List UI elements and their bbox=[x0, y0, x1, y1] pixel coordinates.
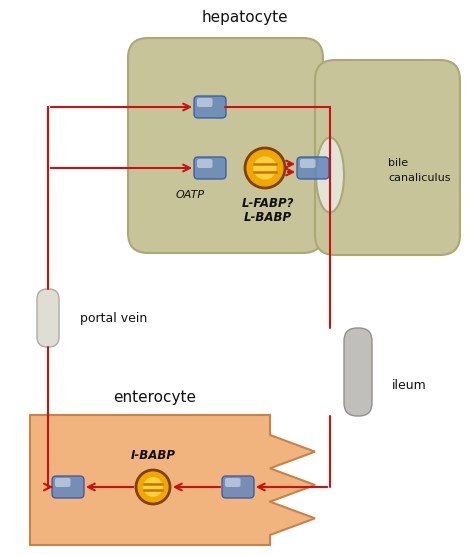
FancyBboxPatch shape bbox=[52, 476, 84, 498]
Text: L-FABP?: L-FABP? bbox=[242, 197, 294, 210]
Text: OATP: OATP bbox=[175, 190, 205, 200]
Text: canaliculus: canaliculus bbox=[388, 173, 450, 183]
Text: hepatocyte: hepatocyte bbox=[202, 10, 288, 25]
FancyBboxPatch shape bbox=[225, 478, 240, 487]
Ellipse shape bbox=[316, 137, 344, 212]
FancyBboxPatch shape bbox=[194, 96, 226, 118]
Circle shape bbox=[254, 156, 277, 180]
FancyBboxPatch shape bbox=[194, 157, 226, 179]
Text: I-BABP: I-BABP bbox=[130, 449, 175, 462]
Text: bile: bile bbox=[388, 158, 408, 168]
Circle shape bbox=[136, 470, 170, 504]
FancyBboxPatch shape bbox=[37, 289, 59, 347]
Text: enterocyte: enterocyte bbox=[113, 390, 197, 405]
Text: ileum: ileum bbox=[392, 379, 427, 391]
FancyBboxPatch shape bbox=[197, 98, 212, 107]
Polygon shape bbox=[30, 415, 315, 545]
FancyBboxPatch shape bbox=[344, 328, 372, 416]
FancyBboxPatch shape bbox=[197, 159, 212, 168]
Text: portal vein: portal vein bbox=[80, 311, 147, 325]
Circle shape bbox=[143, 477, 163, 497]
Circle shape bbox=[245, 148, 285, 188]
FancyBboxPatch shape bbox=[128, 38, 323, 253]
FancyBboxPatch shape bbox=[297, 157, 329, 179]
FancyBboxPatch shape bbox=[222, 476, 254, 498]
Text: L-BABP: L-BABP bbox=[244, 211, 292, 224]
FancyBboxPatch shape bbox=[315, 60, 460, 255]
FancyBboxPatch shape bbox=[55, 478, 71, 487]
FancyBboxPatch shape bbox=[300, 159, 316, 168]
